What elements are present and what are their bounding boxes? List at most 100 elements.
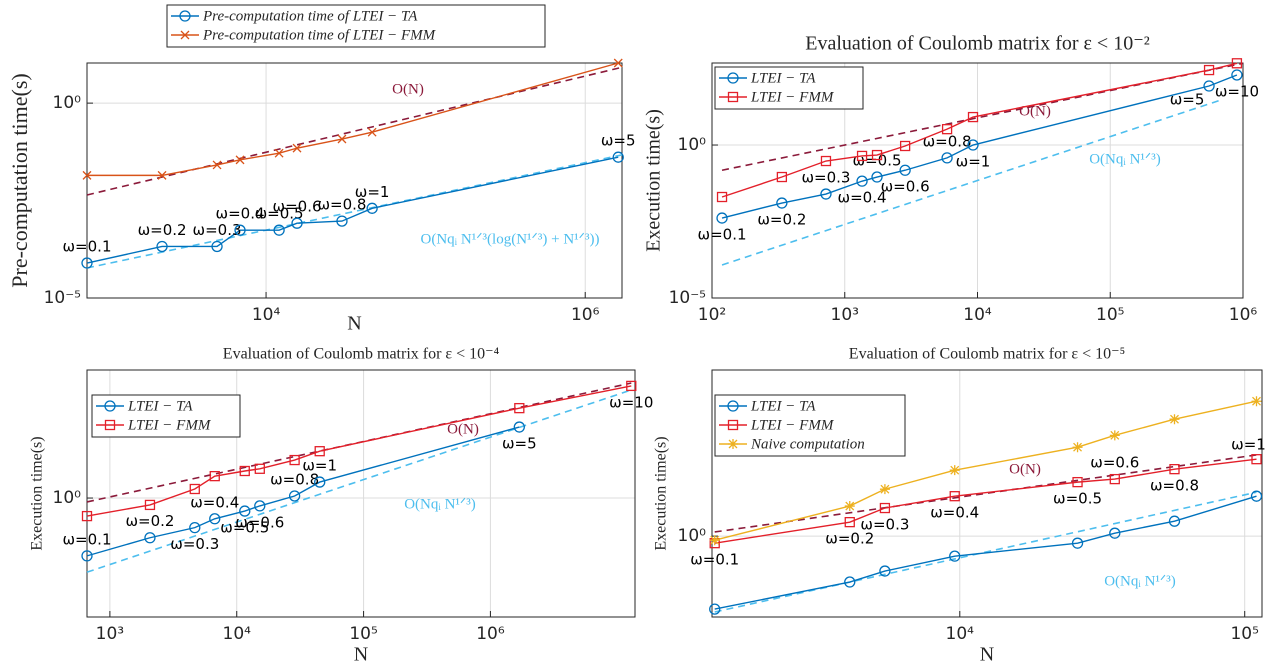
x-tick-label: 10⁶ — [476, 624, 505, 644]
marker-shape — [941, 124, 953, 135]
marker — [820, 155, 832, 167]
marker — [844, 576, 856, 588]
marker-shape — [844, 501, 855, 512]
marker-shape — [856, 175, 868, 187]
marker-shape — [254, 463, 265, 474]
marker — [1203, 64, 1215, 76]
x-tick-label: 10⁶ — [1229, 305, 1258, 325]
marker-shape — [879, 502, 891, 514]
marker — [1250, 490, 1263, 502]
x-tick-label: 10⁵ — [1230, 624, 1258, 644]
marker — [274, 148, 284, 158]
marker — [871, 149, 883, 161]
point-label: ω=0.5 — [1053, 490, 1102, 508]
point-label: ω=0.2 — [825, 530, 874, 548]
point-label: ω=1 — [956, 153, 991, 171]
marker — [1231, 69, 1243, 81]
marker-shape — [1231, 69, 1243, 81]
marker-shape — [1251, 454, 1262, 465]
reference-label: O(Nqᵢ N¹ᐟ³(log(N¹ᐟ³) + N¹ᐟ³)) — [421, 231, 600, 247]
marker — [1109, 473, 1120, 485]
marker — [156, 240, 168, 253]
series-line — [86, 156, 619, 264]
point-label: ω=0.3 — [170, 535, 219, 553]
marker-shape — [612, 151, 624, 163]
point-label: ω=0.1 — [63, 530, 112, 548]
x-tick-label: 10⁴ — [946, 624, 975, 644]
marker-shape — [949, 550, 961, 562]
marker — [1251, 454, 1262, 465]
plot-area — [87, 63, 622, 298]
marker-shape — [189, 521, 201, 534]
y-tick-label: 10⁻⁵ — [44, 288, 81, 308]
marker-shape — [967, 111, 979, 123]
marker-shape — [844, 516, 855, 528]
legend-label: LTEI − TA — [127, 398, 193, 414]
marker-shape — [728, 439, 738, 449]
marker — [949, 465, 960, 476]
marker-shape — [1250, 490, 1263, 502]
marker — [144, 532, 156, 544]
point-label: ω=0.2 — [138, 221, 187, 239]
marker — [716, 191, 728, 203]
marker — [856, 175, 868, 187]
reference-label: O(Nqᵢ N¹ᐟ³) — [1104, 573, 1176, 589]
marker — [709, 603, 721, 615]
point-label: ω=0.1 — [63, 238, 112, 256]
point-label: ω=10 — [1215, 82, 1259, 100]
marker-shape — [179, 10, 191, 22]
chart-title: Evaluation of Coulomb matrix for ε < 10⁻… — [849, 346, 1125, 363]
marker — [179, 10, 191, 22]
marker — [289, 454, 300, 466]
marker-shape — [292, 143, 302, 153]
legend-label: LTEI − FMM — [750, 89, 835, 105]
marker-shape — [336, 215, 348, 227]
panel: 10³ 10⁴ 10⁵ 10⁶ 10⁰ Evaluation of Coulomb mat… — [29, 346, 654, 666]
series-line — [714, 458, 1257, 544]
marker — [1231, 58, 1243, 69]
marker-shape — [157, 170, 167, 180]
point-label: ω=0.3 — [193, 221, 242, 239]
marker-shape — [180, 30, 190, 40]
marker — [949, 491, 960, 502]
reference-line — [714, 491, 1257, 613]
x-tick-label: 10² — [698, 305, 726, 325]
reference-line — [721, 62, 1244, 172]
legend-label: LTEI − FMM — [750, 417, 835, 433]
point-label: ω=0.4 — [838, 189, 887, 207]
series-line — [721, 74, 1238, 219]
marker-shape — [871, 171, 883, 183]
marker-shape — [716, 212, 728, 224]
x-tick-label: 10⁴ — [252, 305, 281, 325]
marker-shape — [879, 484, 890, 495]
series-line — [721, 62, 1238, 198]
series-line — [86, 426, 520, 557]
marker — [709, 535, 720, 546]
marker-shape — [337, 134, 347, 144]
marker-shape — [239, 465, 250, 477]
point-label: ω=0.6 — [235, 513, 284, 531]
marker — [1169, 464, 1180, 475]
axes-frame — [711, 369, 1263, 618]
marker — [967, 139, 979, 151]
marker — [211, 240, 223, 253]
point-label: ω=10 — [609, 393, 653, 411]
series-line — [714, 495, 1257, 610]
marker — [856, 150, 868, 162]
marker-shape — [727, 91, 739, 103]
marker-shape — [81, 510, 93, 522]
marker-shape — [727, 400, 739, 412]
x-tick-label: 10⁵ — [1096, 305, 1124, 325]
marker-shape — [949, 465, 960, 476]
marker-shape — [189, 483, 200, 495]
marker — [212, 160, 222, 170]
point-label: ω=0.1 — [698, 226, 747, 244]
marker-shape — [156, 240, 168, 253]
marker-shape — [104, 400, 116, 412]
marker — [209, 513, 221, 525]
marker-shape — [211, 240, 223, 253]
marker-shape — [709, 535, 720, 546]
marker — [967, 111, 979, 123]
marker-shape — [879, 565, 891, 577]
